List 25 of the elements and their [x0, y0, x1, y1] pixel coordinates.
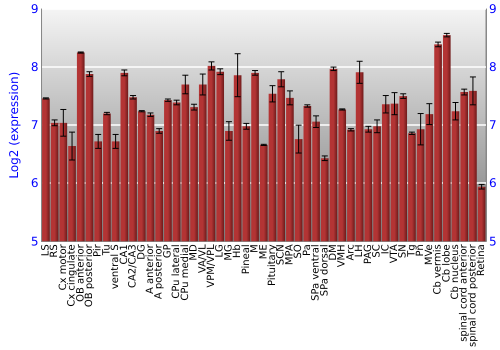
y2-tick-label: 9 [489, 2, 497, 16]
y2-tick-label: 8 [489, 60, 497, 74]
x-tick-label: RS [49, 244, 60, 258]
y-axis-title: Log2 (expression) [7, 72, 21, 179]
x-tick-label: Tg [406, 244, 418, 258]
x-tick-label: GP [162, 244, 174, 258]
y-tick-label: 5 [30, 234, 39, 248]
x-tick-label: Hb [232, 244, 244, 258]
x-tick-label: spinal cord posterior [467, 243, 478, 348]
x-tick-label: Retina [476, 244, 488, 276]
x-tick-label: ME [258, 244, 270, 260]
x-tick-label: A posterior [154, 243, 165, 300]
x-tick-label: Pa [302, 244, 313, 256]
x-tick-label: MVe [424, 244, 435, 266]
x-tick-label: OB posterior [84, 243, 95, 308]
y2-tick-label: 5 [489, 234, 497, 248]
y-tick-label: 6 [30, 176, 39, 190]
y2-tick-label: 7 [489, 118, 497, 132]
x-tick-label: Cb lobe [441, 244, 452, 282]
y-tick-label: 7 [30, 118, 39, 132]
x-tick-label: DG [136, 244, 148, 260]
y2-tick-label: 6 [489, 176, 497, 190]
x-tick-label: Pituitary [266, 244, 278, 286]
y-tick-label: 8 [30, 60, 39, 74]
y-tick-label: 9 [30, 2, 39, 16]
